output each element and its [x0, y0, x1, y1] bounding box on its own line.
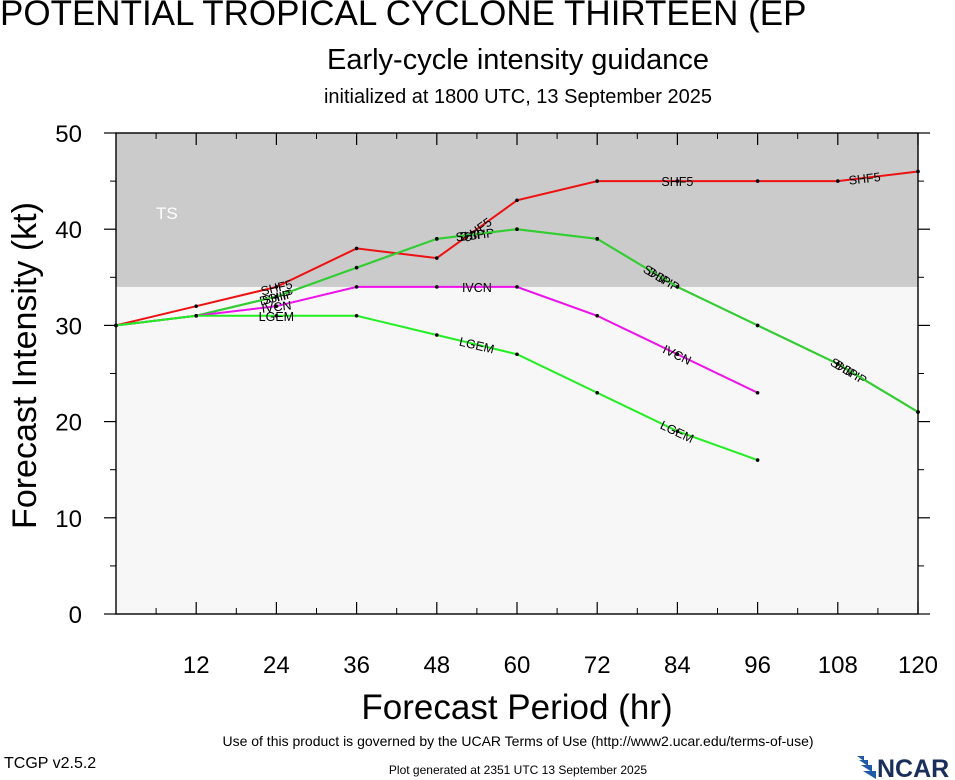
- data-point-shf5: [354, 246, 359, 251]
- data-point-lgem: [755, 458, 760, 462]
- data-point-shf5: [836, 179, 840, 183]
- data-point-ivcn: [435, 285, 439, 289]
- y-tick-label: 50: [55, 121, 82, 148]
- data-point-lgem: [194, 313, 198, 318]
- terms-of-use-notice: Use of this product is governed by the U…: [222, 733, 814, 749]
- x-axis-title: Forecast Period (hr): [361, 688, 672, 727]
- series-label-ship: SHIP: [455, 227, 486, 244]
- data-point-shf5: [675, 179, 680, 183]
- data-point-lgem: [354, 313, 359, 318]
- data-point-lgem: [595, 390, 599, 395]
- x-tick-label: 72: [584, 652, 611, 679]
- data-point-ship: [595, 237, 599, 241]
- data-point-shf5: [595, 179, 599, 183]
- generated-timestamp: Plot generated at 2351 UTC 13 September …: [388, 763, 648, 777]
- data-point-ship: [836, 362, 840, 366]
- data-point-lgem: [435, 333, 439, 337]
- data-point-ship: [354, 265, 359, 270]
- data-point-shf5: [435, 256, 439, 260]
- series-label-shf5: SHF5: [848, 170, 881, 188]
- data-point-ship: [274, 294, 279, 299]
- y-tick-label: 30: [55, 313, 82, 340]
- chart-subtitle: Early-cycle intensity guidance: [326, 44, 709, 76]
- y-tick-label: 0: [69, 602, 82, 629]
- data-point-shf5: [916, 169, 920, 174]
- data-point-lgem: [675, 429, 680, 434]
- initialization-time: initialized at 1800 UTC, 13 September 20…: [323, 86, 712, 108]
- x-tick-label: 60: [504, 652, 531, 679]
- x-tick-label: 36: [343, 652, 370, 679]
- data-point-ship: [515, 227, 519, 231]
- x-tick-label: 108: [818, 652, 858, 679]
- x-tick-label: 120: [898, 652, 938, 679]
- data-point-ship: [916, 410, 920, 414]
- intensity-band-ts: [116, 133, 918, 287]
- ncar-logo-mark: [857, 756, 876, 779]
- x-tick-label: 48: [423, 652, 450, 679]
- data-point-shf5: [515, 198, 519, 203]
- ncar-logo: NCAR: [857, 755, 949, 780]
- data-point-ivcn: [675, 352, 680, 357]
- series-label-shf5: SHF5: [661, 175, 693, 189]
- y-tick-label: 40: [55, 217, 82, 244]
- data-point-shf5: [274, 285, 279, 289]
- series-label-ivcn: IVCN: [261, 298, 292, 315]
- x-tick-label: 84: [664, 652, 691, 679]
- version-label: TCGP v2.5.2: [4, 755, 97, 772]
- y-tick-label: 20: [55, 410, 82, 437]
- data-point-ship: [675, 285, 680, 289]
- x-tick-label: 12: [183, 652, 210, 679]
- data-point-ship: [435, 237, 439, 241]
- y-axis-title: Forecast Intensity (kt): [6, 202, 44, 529]
- band-label-ts: TS: [156, 204, 178, 223]
- data-point-ship: [755, 323, 760, 328]
- ncar-logo-text: NCAR: [877, 755, 949, 780]
- data-point-ivcn: [595, 313, 599, 318]
- data-point-lgem: [274, 313, 279, 318]
- y-tick-label: 10: [55, 506, 82, 533]
- data-point-ivcn: [354, 285, 359, 289]
- series-label-ivcn: IVCN: [462, 281, 492, 295]
- chart-title: POTENTIAL TROPICAL CYCLONE THIRTEEN (EP: [0, 0, 807, 33]
- x-tick-label: 96: [744, 652, 771, 679]
- x-tick-label: 24: [263, 652, 290, 679]
- data-point-ivcn: [274, 304, 279, 308]
- data-point-ivcn: [515, 285, 519, 289]
- data-point-lgem: [515, 352, 519, 357]
- data-point-ivcn: [755, 390, 760, 395]
- data-point-shf5: [755, 179, 760, 183]
- series-label-ship: SHIP: [261, 287, 293, 307]
- series-label-lgem: LGEM: [259, 310, 294, 324]
- data-point-shf5: [194, 304, 198, 308]
- data-point-lgem: [114, 323, 118, 328]
